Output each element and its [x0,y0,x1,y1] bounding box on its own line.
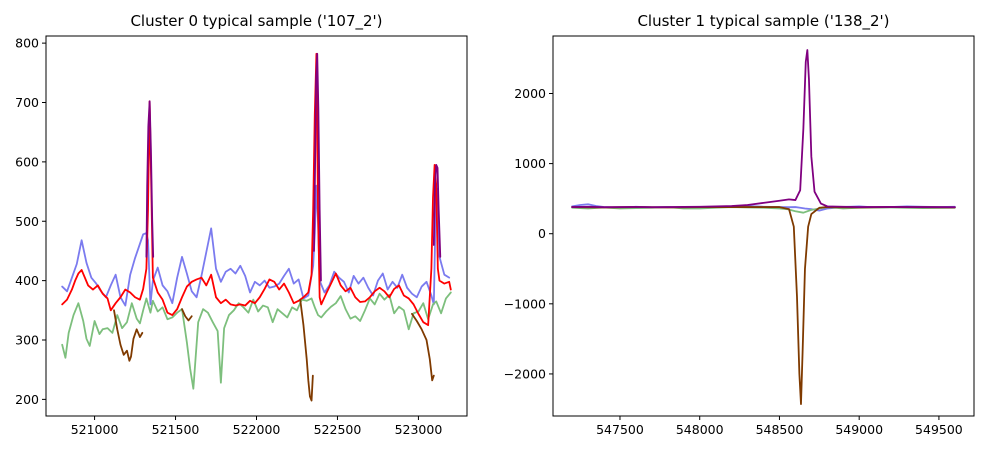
series-line-1 [61,291,452,390]
y-tick-label: 700 [15,95,39,110]
chart-cluster-1: 547500 548000 548500 549000 549500 −2000 −1000… [504,12,975,437]
y-tick-label: 600 [15,154,39,169]
x-tick-label: 548000 [676,422,724,437]
y-tick-label: 500 [15,214,39,229]
y-tick-label: 200 [15,392,39,407]
series-group [61,52,452,402]
series-line-7 [145,100,155,258]
x-tick-label: 548500 [756,422,804,437]
x-tick-label: 522000 [233,422,281,437]
y-tick-label: −1000 [504,296,546,311]
plot-area [46,36,467,416]
x-tick-label: 521500 [152,422,200,437]
x-tick-label: 549500 [915,422,963,437]
series-line-2 [61,52,452,327]
series-line-5 [299,298,314,402]
series-line-8 [313,52,322,282]
y-tick-label: 0 [538,226,546,241]
series-line-3 [571,49,956,209]
x-tick-label: 523000 [395,422,443,437]
x-tick-label: 522500 [314,422,362,437]
x-tick-label: 521000 [71,422,119,437]
chart-cluster-0: 521000 521500 522000 522500 523000 200 300 400 5… [15,12,468,437]
axes-frame [552,35,975,417]
plot-area [553,36,974,416]
x-tick-label: 547500 [596,422,644,437]
y-tick-label: 300 [15,333,39,348]
series-line-0 [61,184,451,307]
series-line-3 [113,309,144,362]
series-group [571,49,956,405]
y-tick-label: 400 [15,273,39,288]
y-tick-label: −2000 [504,366,546,381]
y-tick-label: 2000 [514,86,546,101]
series-line-9 [432,163,442,258]
chart-title: Cluster 1 typical sample ('138_2') [637,12,889,31]
chart-title: Cluster 0 typical sample ('107_2') [130,12,382,31]
x-tick-label: 549000 [835,422,883,437]
y-tick-label: 800 [15,36,39,51]
series-line-6 [411,312,435,382]
series-line-4 [181,308,193,322]
y-tick-label: 1000 [514,156,546,171]
